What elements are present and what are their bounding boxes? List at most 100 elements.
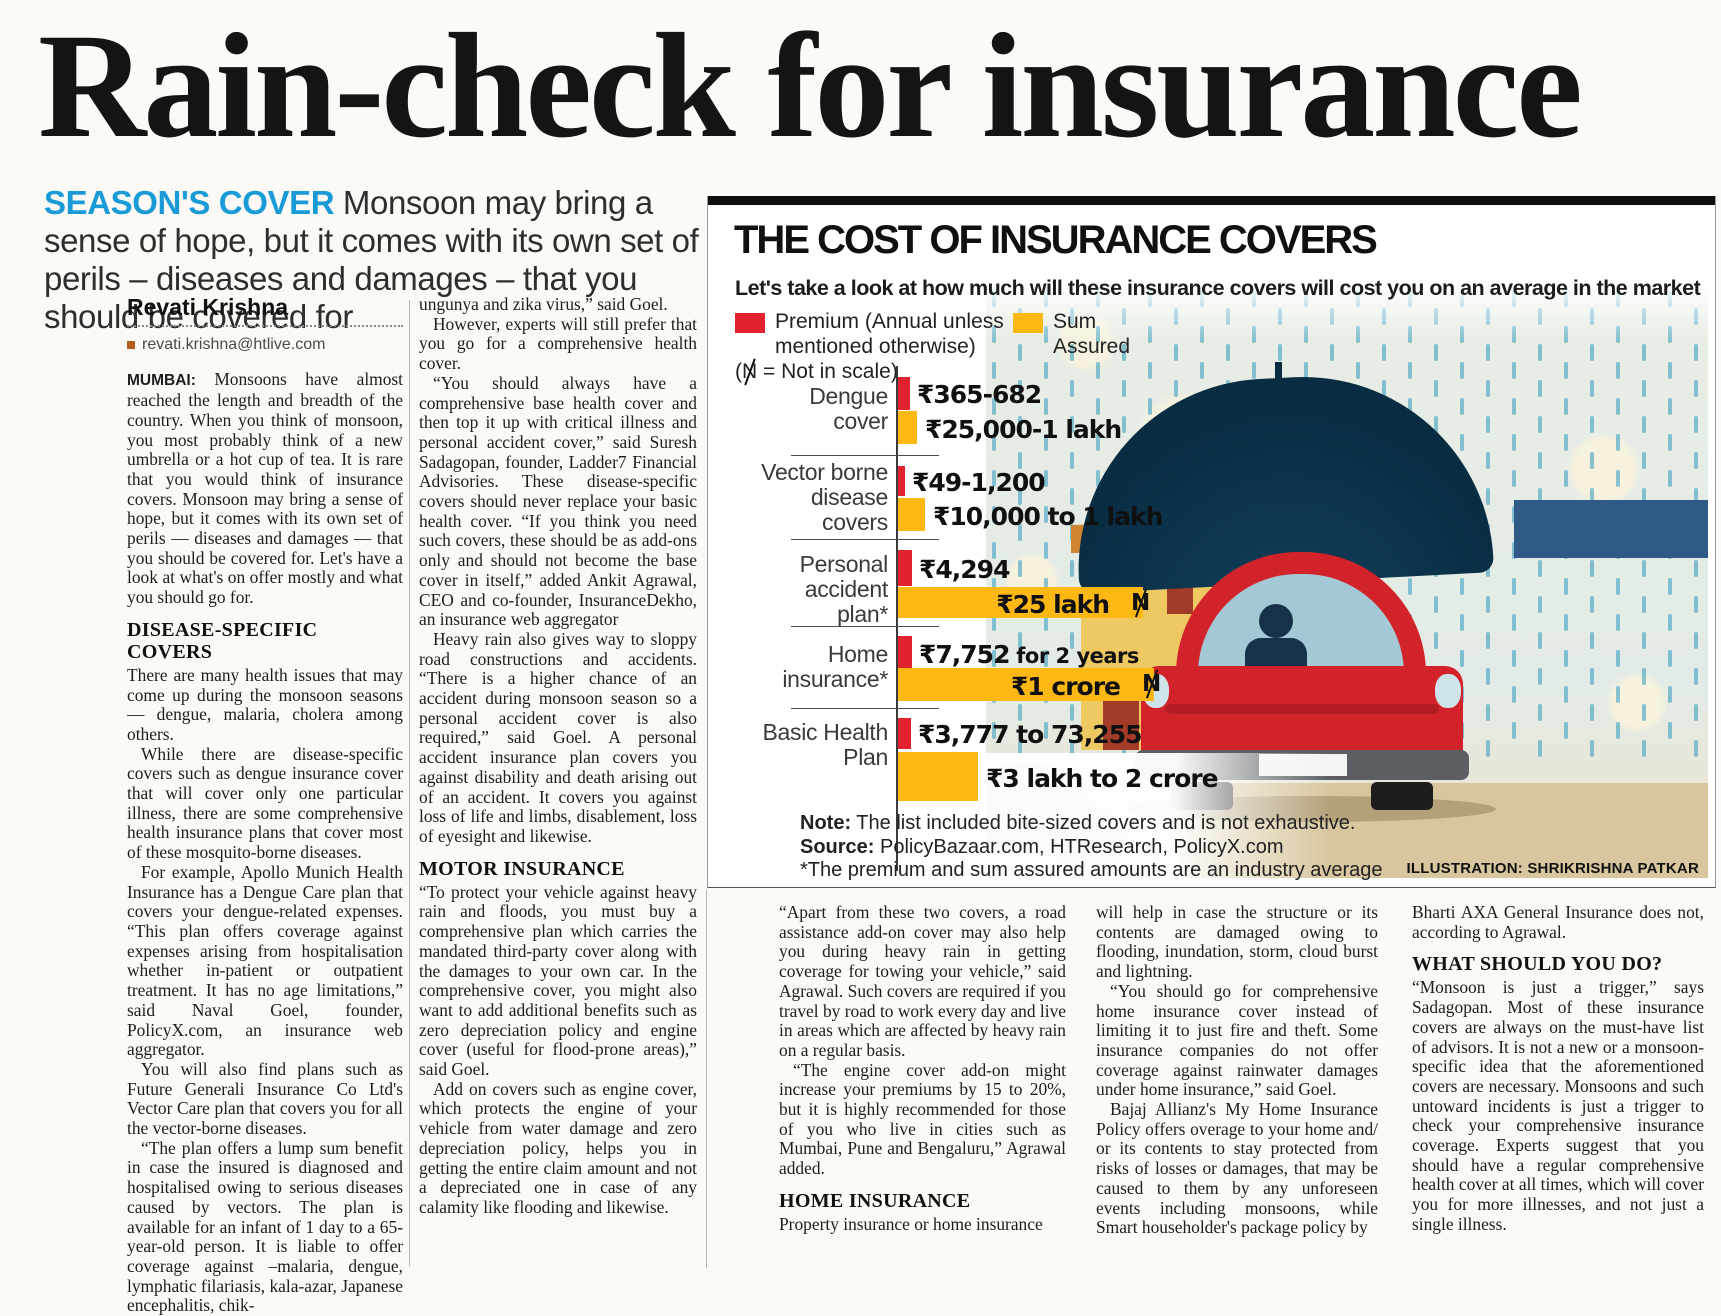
driver-figure <box>1259 604 1293 638</box>
body-paragraph: Bajaj Allianz's My Home Insurance Policy… <box>1096 1099 1378 1238</box>
body-paragraph: “The engine cover add-on might increase … <box>779 1059 1066 1179</box>
byline: Revati Krishna revati.krishna@htlive.com <box>127 296 403 355</box>
blue-banner <box>1514 500 1708 558</box>
byline-email-row: revati.krishna@htlive.com <box>127 335 403 355</box>
note-text: The list included bite-sized covers and … <box>851 812 1356 834</box>
house-window <box>1167 584 1193 614</box>
monsoon-illustration <box>986 282 1708 878</box>
category-label: Dengue cover <box>809 383 888 434</box>
note-label: Note: <box>800 812 852 834</box>
premium-bar <box>898 466 905 496</box>
infographic-top-bar <box>708 196 1715 205</box>
byline-email: revati.krishna@htlive.com <box>142 335 326 353</box>
body-paragraph: Heavy rain also gives way to sloppy road… <box>419 628 697 846</box>
body-paragraph: “Apart from these two covers, a road ass… <box>779 902 1066 1060</box>
section-heading: HOME INSURANCE <box>779 1189 971 1212</box>
chart-axis <box>896 366 898 871</box>
category-label: Basic Health Plan <box>762 719 888 770</box>
body-paragraph: MUMBAI: Monsoons have almost reached the… <box>127 369 403 608</box>
premium-bar <box>898 377 910 410</box>
sum-bar <box>898 587 1143 618</box>
premium-value: ₹4,294 <box>919 554 1010 584</box>
not-in-scale-note: (N = Not in scale) <box>735 360 898 384</box>
article-column-1: Revati Krishna revati.krishna@htlive.com… <box>127 296 403 1315</box>
not-in-scale-marker: N <box>1131 590 1151 616</box>
section-heading: MOTOR INSURANCE <box>419 857 625 880</box>
byline-author: Revati Krishna <box>127 296 403 327</box>
source-text: PolicyBazaar.com, HTResearch, PolicyX.co… <box>874 836 1284 858</box>
row-separator <box>791 626 939 627</box>
section-heading: DISEASE-SPECIFIC COVERS <box>127 618 318 663</box>
standfirst-kicker: SEASON'S COVER <box>44 184 335 221</box>
infographic-subtitle: Let's take a look at how much will these… <box>735 276 1701 300</box>
standfirst: SEASON'S COVER Monsoon may bring a sense… <box>44 184 699 336</box>
sum-value: ₹25,000-1 lakh <box>925 414 1122 444</box>
body-paragraph: “Monsoon is just a trigger,” says Sadago… <box>1412 977 1704 1234</box>
row-separator <box>791 455 939 456</box>
chart-source: Source: PolicyBazaar.com, HTResearch, Po… <box>800 836 1284 859</box>
article-column-5: Bharti AXA General Insurance does not, a… <box>1412 902 1704 1268</box>
column-rule <box>409 300 410 1266</box>
article-column-3: “Apart from these two covers, a road ass… <box>779 902 1066 1268</box>
umbrella-tip-icon <box>1275 362 1282 382</box>
article-column-2: ungunya and zika virus,” said Goel. Howev… <box>419 294 697 1268</box>
premium-bar <box>898 636 912 670</box>
sum-value: ₹25 lakh <box>996 589 1110 619</box>
car-illustration <box>1135 552 1469 812</box>
chart-note: Note: The list included bite-sized cover… <box>800 812 1355 835</box>
category-label: Home insurance* <box>782 641 888 692</box>
legend-label-sum: Sum Assured <box>1053 310 1131 358</box>
body-paragraph: “The plan offers a lump sum benefit in c… <box>127 1137 403 1316</box>
category-label: Personal accident plan* <box>799 551 889 627</box>
body-paragraph: Bharti AXA General Insurance does not, a… <box>1412 902 1704 942</box>
source-label: Source: <box>800 836 875 858</box>
chart-footnote: *The premium and sum assured amounts are… <box>800 859 1383 881</box>
splash-shape <box>1566 432 1641 507</box>
legend-swatch-premium <box>735 313 765 333</box>
sum-bar <box>898 498 925 531</box>
body-paragraph: “You should go for comprehensive home in… <box>1096 980 1378 1100</box>
premium-value: ₹49-1,200 <box>912 467 1046 497</box>
body-paragraph: There are many health issues that may co… <box>127 664 403 744</box>
premium-value: ₹7,752 for 2 years <box>919 639 1139 669</box>
body-paragraph: For example, Apollo Munich Health Insura… <box>127 861 403 1060</box>
sum-bar <box>898 752 978 801</box>
not-in-scale-symbol: N <box>742 360 758 383</box>
article-column-4: will help in case the structure or its c… <box>1096 902 1378 1268</box>
body-paragraph: will help in case the structure or its c… <box>1096 902 1378 982</box>
legend-label-premium: Premium (Annual unless mentioned otherwi… <box>775 310 1004 358</box>
sum-value: ₹10,000 to 1 lakh <box>933 501 1163 531</box>
premium-value-suffix: for 2 years <box>1009 643 1139 668</box>
section-heading: WHAT SHOULD YOU DO? <box>1412 953 1663 976</box>
fade-overlay <box>986 753 1331 878</box>
row-separator <box>791 539 939 540</box>
row-separator <box>791 708 939 709</box>
chart-legend: Premium (Annual unless mentioned otherwi… <box>735 309 1255 361</box>
bullet-square-icon <box>127 340 135 349</box>
body-paragraph: ungunya and zika virus,” said Goel. <box>419 294 668 314</box>
illustration-credit: ILLUSTRATION: SHRIKRISHNA PATKAR <box>1406 860 1699 877</box>
standfirst-text: Monsoon may bring a sense of hope, but i… <box>44 184 699 335</box>
car-hood-line <box>1165 704 1439 714</box>
scale-open-paren: ( <box>735 360 742 383</box>
body-paragraph: Add on covers such as engine cover, whic… <box>419 1078 697 1217</box>
sum-value: ₹1 crore <box>1010 671 1121 701</box>
body-paragraph: However, experts will still prefer that … <box>419 313 697 374</box>
sum-bar <box>898 668 1154 701</box>
infographic-title: THE COST OF INSURANCE COVERS <box>734 218 1378 262</box>
column-rule <box>706 890 707 1268</box>
body-paragraph: “You should always have a comprehensive … <box>419 372 697 630</box>
body-paragraph: Property insurance or home insurance <box>779 1213 1043 1234</box>
sum-bar <box>898 411 917 444</box>
fade-overlay <box>986 282 1708 342</box>
dateline: MUMBAI: <box>127 372 215 390</box>
body-paragraph: While there are disease-specific covers … <box>127 743 403 863</box>
not-in-scale-marker: N <box>1142 671 1162 697</box>
newspaper-page: { "masthead": "Rain-check for insurance"… <box>0 0 1721 1273</box>
scale-text: = Not in scale) <box>763 360 898 383</box>
premium-bar <box>898 550 912 586</box>
car-wheel <box>1371 782 1433 810</box>
category-label: Vector borne disease covers <box>761 459 888 535</box>
legend-swatch-sum <box>1013 313 1043 333</box>
premium-bar <box>898 718 911 749</box>
